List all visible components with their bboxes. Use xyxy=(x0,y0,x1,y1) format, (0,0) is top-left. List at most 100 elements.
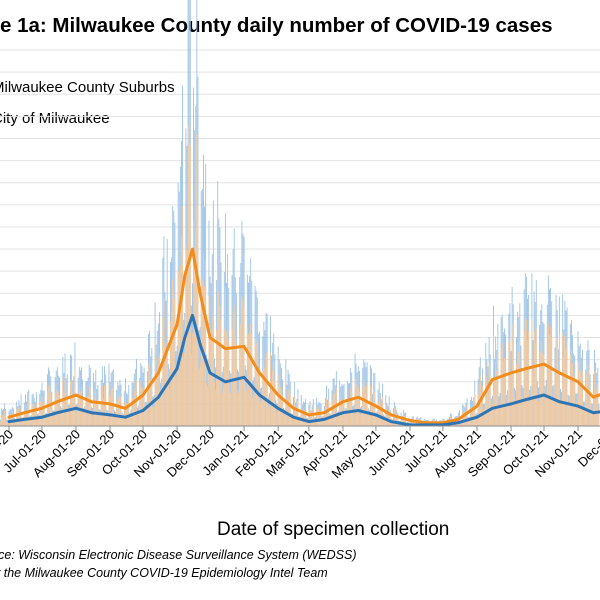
daily-bar-suburbs xyxy=(573,375,575,426)
daily-bar-suburbs xyxy=(571,349,572,426)
daily-bar-suburbs xyxy=(68,411,70,426)
daily-bar-suburbs xyxy=(316,406,318,426)
daily-bar-suburbs xyxy=(172,278,174,426)
daily-bar-suburbs xyxy=(43,401,45,426)
daily-bar-suburbs xyxy=(487,384,489,426)
daily-bar-suburbs xyxy=(585,388,587,426)
daily-bar-suburbs xyxy=(458,415,460,426)
daily-bar-suburbs xyxy=(36,402,37,426)
daily-bar-suburbs xyxy=(483,409,485,426)
daily-bar-suburbs xyxy=(254,339,256,426)
daily-bar-suburbs xyxy=(581,370,583,426)
daily-bar-suburbs xyxy=(159,353,160,426)
daily-bar-suburbs xyxy=(121,416,123,426)
daily-bar-suburbs xyxy=(179,265,181,426)
daily-bar-suburbs xyxy=(384,419,386,426)
daily-bar-suburbs xyxy=(328,400,330,426)
daily-bar-suburbs xyxy=(186,250,188,426)
daily-bar-suburbs xyxy=(93,391,95,426)
daily-bar-suburbs xyxy=(109,396,111,426)
daily-bar-suburbs xyxy=(377,401,379,426)
source-note: rce: Wisconsin Electronic Disease Survei… xyxy=(0,548,357,562)
daily-bar-suburbs xyxy=(115,416,117,426)
daily-bar-suburbs xyxy=(587,364,589,426)
daily-bar-suburbs xyxy=(74,370,76,426)
daily-bar-suburbs xyxy=(205,260,207,426)
daily-bar-suburbs xyxy=(499,401,501,426)
daily-bar-suburbs xyxy=(32,404,34,426)
daily-bar-suburbs xyxy=(267,408,269,426)
daily-bar-suburbs xyxy=(118,397,120,426)
daily-bar-suburbs xyxy=(238,392,240,426)
daily-bar-suburbs xyxy=(409,420,411,426)
daily-bar-suburbs xyxy=(280,388,282,426)
daily-bar-suburbs xyxy=(544,399,546,426)
daily-bar-suburbs xyxy=(133,391,135,426)
daily-bar-suburbs xyxy=(591,409,593,426)
daily-bar-suburbs xyxy=(106,414,108,426)
daily-bar-suburbs xyxy=(543,355,545,426)
daily-bar-suburbs xyxy=(469,407,471,426)
daily-bar-suburbs xyxy=(373,389,375,426)
daily-bar-suburbs xyxy=(223,328,225,426)
daily-bar-suburbs xyxy=(77,395,79,426)
daily-bar-suburbs xyxy=(524,316,526,426)
daily-bar-suburbs xyxy=(365,387,367,426)
daily-bar-suburbs xyxy=(25,405,26,426)
daily-bar-suburbs xyxy=(182,206,184,426)
daily-bar-suburbs xyxy=(168,389,170,426)
daily-bar-suburbs xyxy=(123,402,125,426)
daily-bar-suburbs xyxy=(156,364,158,426)
daily-bar-suburbs xyxy=(229,391,231,426)
daily-bar-suburbs xyxy=(128,398,130,426)
daily-bar-suburbs xyxy=(104,385,106,426)
daily-bar-suburbs xyxy=(513,398,515,426)
daily-bar-suburbs xyxy=(233,305,235,426)
daily-bar-suburbs xyxy=(90,413,92,426)
daily-bar-suburbs xyxy=(161,393,163,426)
daily-bar-suburbs xyxy=(95,390,97,426)
daily-bar-suburbs xyxy=(92,413,93,426)
daily-bar-suburbs xyxy=(374,392,376,426)
daily-bar-suburbs xyxy=(243,308,245,426)
daily-bar-suburbs xyxy=(210,339,212,426)
daily-bar-suburbs xyxy=(302,409,304,426)
daily-bar-suburbs xyxy=(589,390,591,426)
daily-bar-suburbs xyxy=(588,371,590,426)
daily-bar-suburbs xyxy=(569,354,571,426)
daily-bar-suburbs xyxy=(536,394,538,426)
daily-bar-suburbs xyxy=(143,386,145,426)
daily-bar-suburbs xyxy=(62,380,64,426)
daily-bar-suburbs xyxy=(153,406,155,426)
daily-bar-suburbs xyxy=(297,401,299,426)
daily-bar-suburbs xyxy=(174,298,176,426)
daily-bar-suburbs xyxy=(566,341,568,426)
daily-bar-suburbs xyxy=(134,388,136,426)
daily-bar-suburbs xyxy=(495,361,497,426)
daily-bar-suburbs xyxy=(546,341,548,426)
daily-bar-suburbs xyxy=(337,417,338,426)
daily-bar-suburbs xyxy=(294,395,296,426)
daily-bar-suburbs xyxy=(572,363,574,426)
daily-bar-suburbs xyxy=(318,408,320,426)
daily-bar-suburbs xyxy=(322,419,324,426)
daily-bar-suburbs xyxy=(485,363,487,426)
daily-bar-suburbs xyxy=(300,404,302,426)
daily-bar-suburbs xyxy=(552,398,554,426)
daily-bar-suburbs xyxy=(484,409,486,426)
daily-bar-suburbs xyxy=(562,332,564,426)
daily-bar-suburbs xyxy=(157,356,159,426)
daily-bar-suburbs xyxy=(132,397,134,426)
daily-bar-suburbs xyxy=(154,341,156,426)
daily-bar-suburbs xyxy=(218,291,220,426)
daily-bar-suburbs xyxy=(178,273,180,426)
daily-bar-suburbs xyxy=(330,417,332,426)
daily-bar-suburbs xyxy=(560,399,561,426)
daily-bar-suburbs xyxy=(72,397,74,426)
daily-bar-suburbs xyxy=(215,389,216,426)
daily-bar-suburbs xyxy=(378,398,380,426)
daily-bar-suburbs xyxy=(120,397,122,426)
daily-bar-suburbs xyxy=(15,421,17,426)
daily-bar-suburbs xyxy=(368,415,370,426)
daily-bar-suburbs xyxy=(164,342,166,426)
